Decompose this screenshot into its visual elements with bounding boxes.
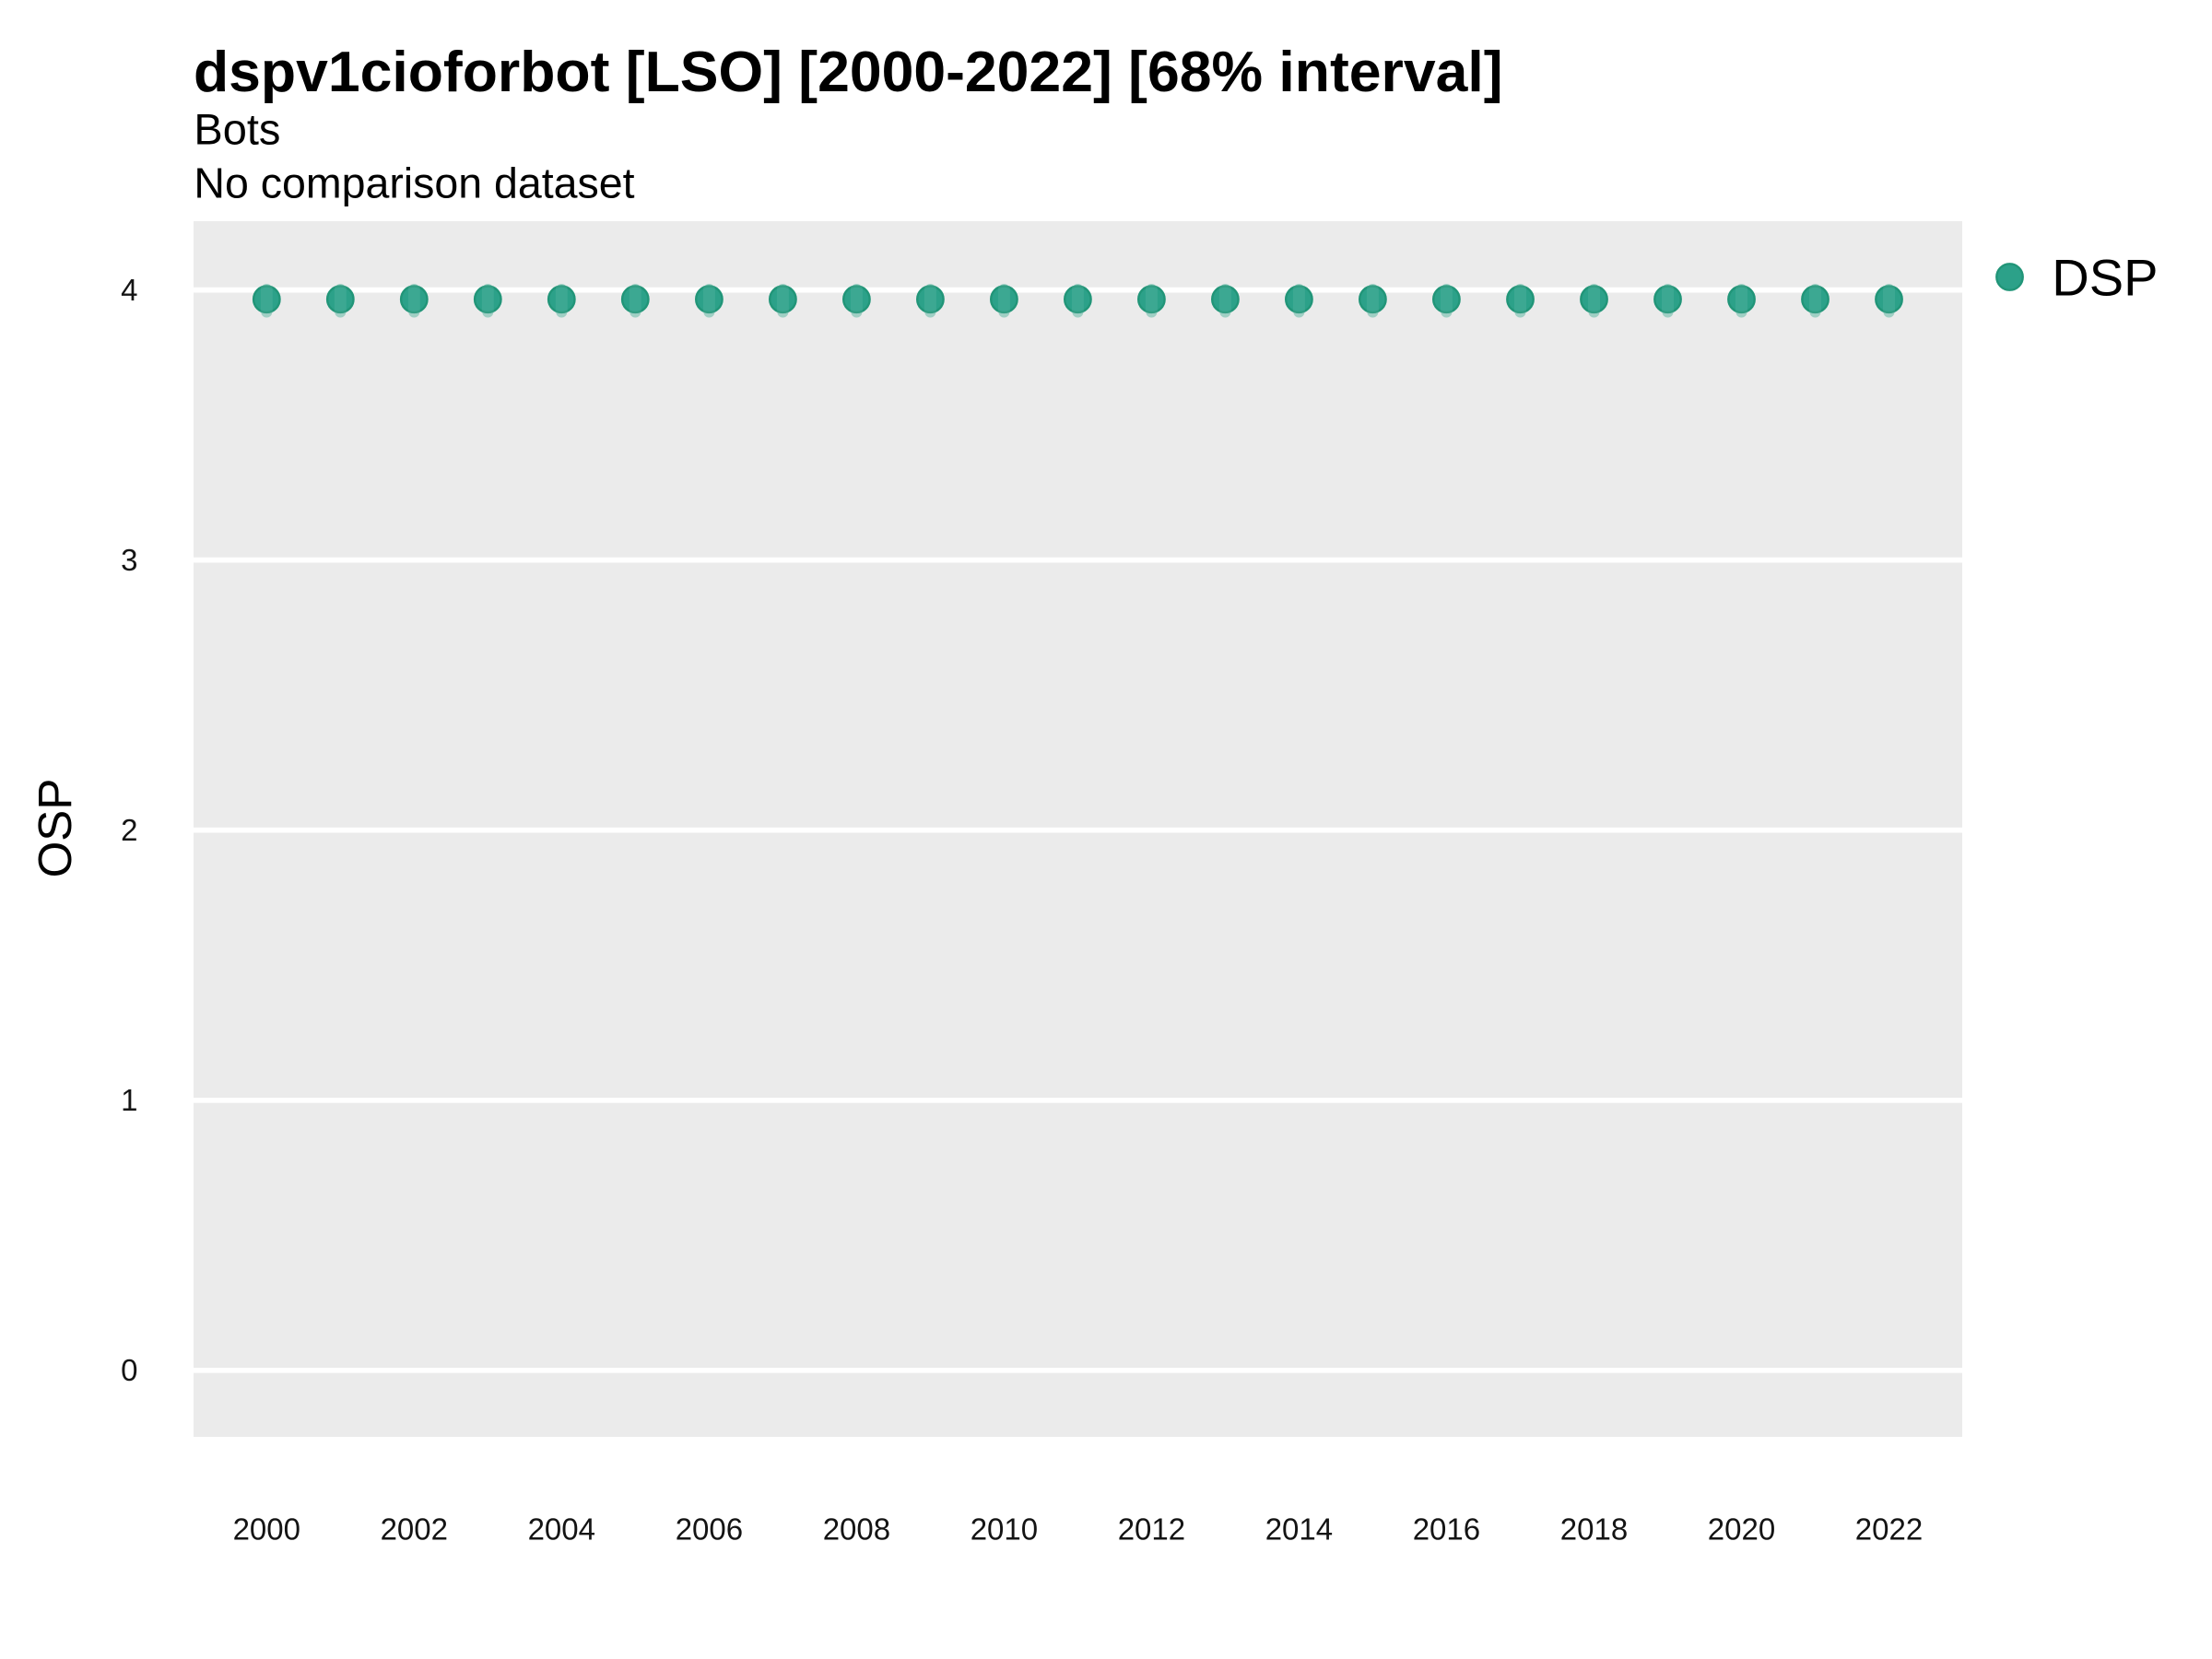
svg-text:2020: 2020 xyxy=(1708,1512,1775,1546)
svg-text:2016: 2016 xyxy=(1413,1512,1480,1546)
svg-text:3: 3 xyxy=(121,543,137,577)
svg-text:Bots: Bots xyxy=(194,104,280,153)
svg-text:DSP: DSP xyxy=(2052,249,2158,307)
svg-text:No comparison dataset: No comparison dataset xyxy=(194,159,634,207)
svg-text:2002: 2002 xyxy=(381,1512,448,1546)
svg-text:2012: 2012 xyxy=(1118,1512,1185,1546)
svg-text:2004: 2004 xyxy=(528,1512,595,1546)
svg-text:2: 2 xyxy=(121,813,137,847)
svg-text:1: 1 xyxy=(121,1083,137,1117)
svg-text:2010: 2010 xyxy=(971,1512,1038,1546)
svg-text:2022: 2022 xyxy=(1855,1512,1923,1546)
svg-text:2018: 2018 xyxy=(1560,1512,1628,1546)
svg-text:dspv1cioforbot [LSO] [2000-202: dspv1cioforbot [LSO] [2000-2022] [68% in… xyxy=(194,40,1503,104)
svg-text:2008: 2008 xyxy=(823,1512,890,1546)
svg-text:2000: 2000 xyxy=(233,1512,300,1546)
svg-text:4: 4 xyxy=(121,273,137,307)
svg-text:OSP: OSP xyxy=(29,779,81,878)
svg-text:2014: 2014 xyxy=(1265,1512,1333,1546)
svg-text:2006: 2006 xyxy=(676,1512,743,1546)
svg-text:0: 0 xyxy=(121,1353,137,1387)
